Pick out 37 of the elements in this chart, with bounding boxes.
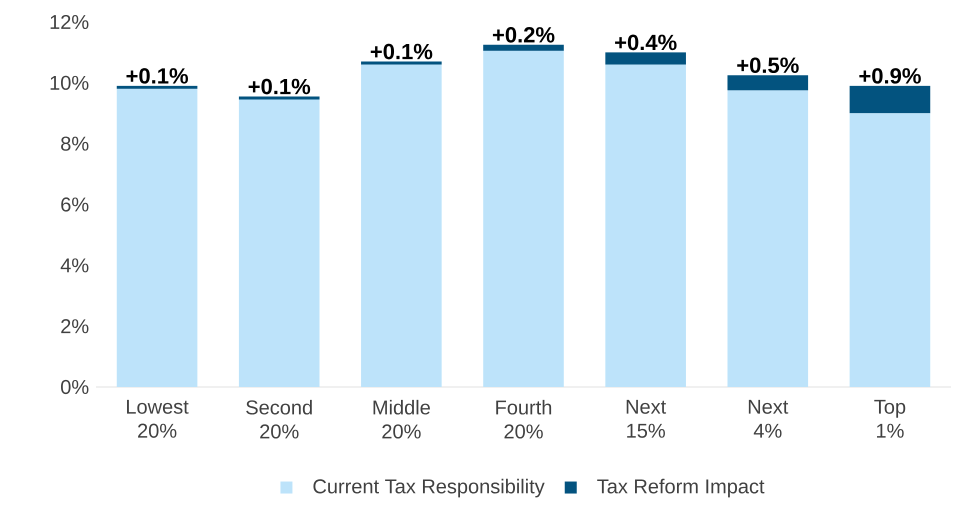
- bar: [605, 52, 686, 65]
- bar: [238, 96, 320, 100]
- bar: [727, 90, 808, 387]
- data-label: +0.1%: [370, 44, 432, 60]
- bar: [361, 64, 442, 387]
- y-tick-label: 6%: [61, 197, 88, 212]
- x-tick-label: Top 1%: [874, 400, 906, 438]
- bar: [483, 44, 564, 51]
- bar: [727, 75, 808, 90]
- x-tick-label: Second 20%: [246, 400, 312, 439]
- data-label: +0.1%: [248, 78, 310, 94]
- y-tick-label: 0%: [61, 380, 88, 394]
- x-tick-label: Fourth 20%: [496, 400, 552, 439]
- x-tick-label: Next 15%: [626, 400, 666, 438]
- bar: [605, 64, 686, 387]
- data-label: +0.5%: [737, 57, 799, 74]
- bar: [483, 50, 564, 387]
- y-tick-label: 4%: [60, 258, 88, 272]
- x-tick-label: Middle 20%: [374, 400, 430, 439]
- data-label: +0.9%: [859, 68, 921, 84]
- bar: [116, 86, 198, 89]
- y-tick-label: 8%: [61, 136, 88, 151]
- bar: [850, 113, 930, 387]
- y-tick-label: 2%: [61, 319, 88, 334]
- data-label: +0.1%: [126, 68, 188, 84]
- bar: [238, 100, 320, 387]
- x-tick-label: Lowest 20%: [127, 400, 189, 438]
- bar: [850, 86, 930, 114]
- bar: [361, 62, 442, 65]
- bar: [116, 88, 198, 387]
- legend-label: Tax Reform Impact: [597, 478, 764, 498]
- x-tick-label: Next 4%: [748, 400, 788, 438]
- data-label: +0.4%: [615, 34, 677, 50]
- y-tick-label: 12%: [50, 14, 88, 30]
- legend-label: Current Tax Responsibility: [313, 478, 545, 498]
- y-tick-label: 10%: [50, 76, 88, 90]
- data-label: +0.2%: [492, 27, 554, 43]
